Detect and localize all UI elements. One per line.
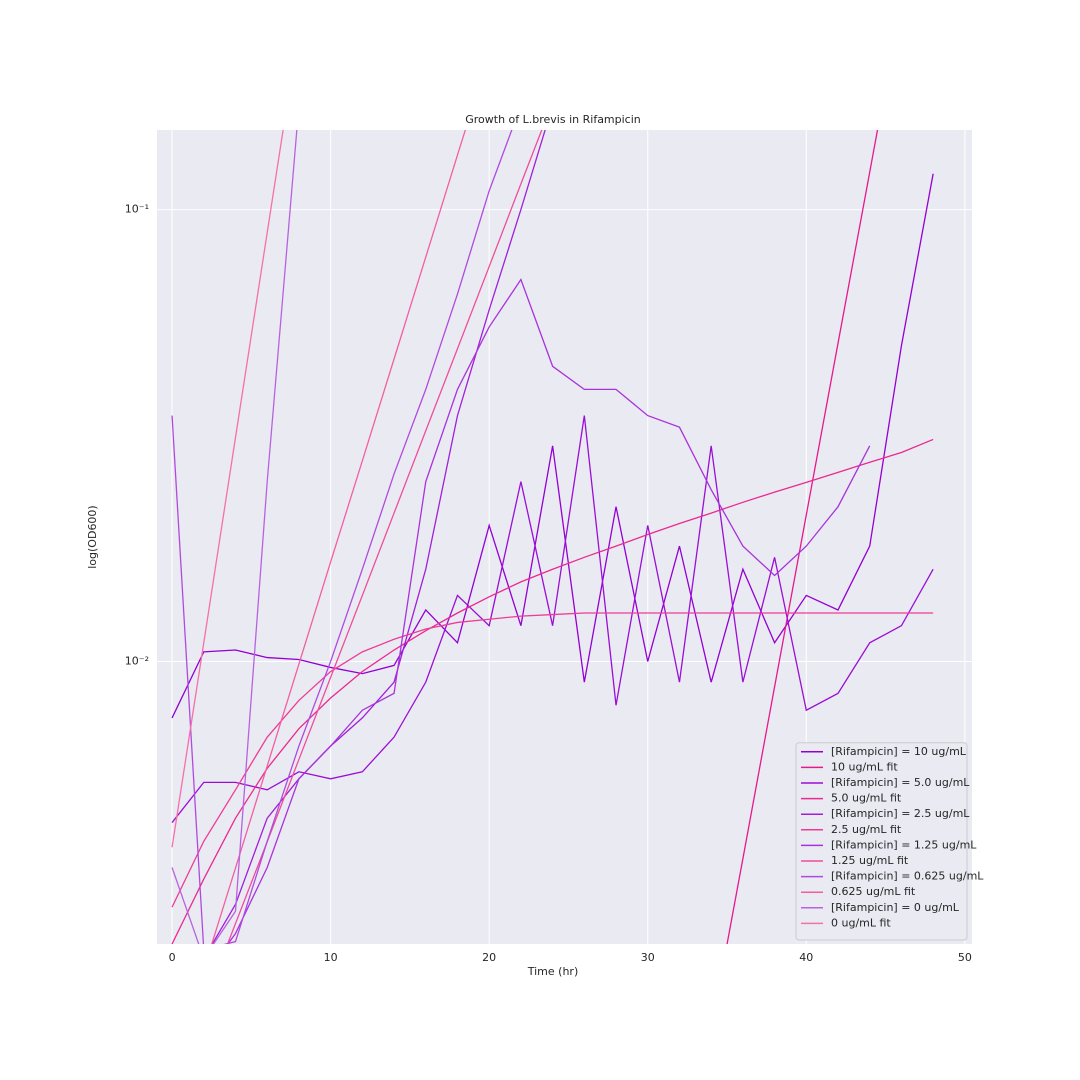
x-tick-label: 50 bbox=[958, 951, 972, 964]
x-tick-label: 40 bbox=[799, 951, 813, 964]
legend-label: [Rifampicin] = 5.0 ug/mL bbox=[831, 776, 970, 789]
series-line bbox=[171, 173, 934, 719]
x-tick-label: 20 bbox=[482, 951, 496, 964]
series-line bbox=[171, 130, 513, 944]
legend-label: 1.25 ug/mL fit bbox=[831, 854, 909, 867]
legend-box bbox=[795, 742, 968, 941]
legend: [Rifampicin] = 10 ug/mL 10 ug/mL fit [Rifa… bbox=[795, 742, 984, 941]
series-line bbox=[227, 278, 871, 944]
lines bbox=[171, 130, 934, 944]
series-line bbox=[171, 612, 934, 908]
series-line bbox=[171, 438, 934, 944]
y-axis-label: log(OD600) bbox=[86, 505, 99, 568]
series-line bbox=[171, 130, 298, 944]
chart-title: Growth of L.brevis in Rifampicin bbox=[465, 113, 641, 126]
legend-label: 2.5 ug/mL fit bbox=[831, 823, 902, 836]
series-line bbox=[171, 415, 934, 823]
legend-label: 0.625 ug/mL fit bbox=[831, 885, 916, 898]
x-tick-label: 0 bbox=[169, 951, 176, 964]
legend-label: [Rifampicin] = 0 ug/mL bbox=[831, 901, 960, 914]
legend-label: [Rifampicin] = 2.5 ug/mL bbox=[831, 807, 970, 820]
y-tick-label: 10⁻² bbox=[125, 654, 149, 667]
series-line bbox=[226, 130, 543, 944]
legend-label: 5.0 ug/mL fit bbox=[831, 792, 902, 805]
x-axis-label: Time (hr) bbox=[527, 965, 579, 978]
legend-label: [Rifampicin] = 10 ug/mL bbox=[831, 745, 967, 758]
series-line bbox=[726, 130, 879, 944]
x-tick-label: 10 bbox=[324, 951, 338, 964]
y-tick-label: 10⁻¹ bbox=[125, 203, 149, 216]
legend-label: 10 ug/mL fit bbox=[831, 760, 898, 773]
legend-label: [Rifampicin] = 1.25 ug/mL bbox=[831, 838, 977, 851]
legend-label: 0 ug/mL fit bbox=[831, 916, 891, 929]
x-tick-label: 30 bbox=[641, 951, 655, 964]
series-line bbox=[211, 130, 467, 944]
legend-label: [Rifampicin] = 0.625 ug/mL bbox=[831, 870, 984, 883]
